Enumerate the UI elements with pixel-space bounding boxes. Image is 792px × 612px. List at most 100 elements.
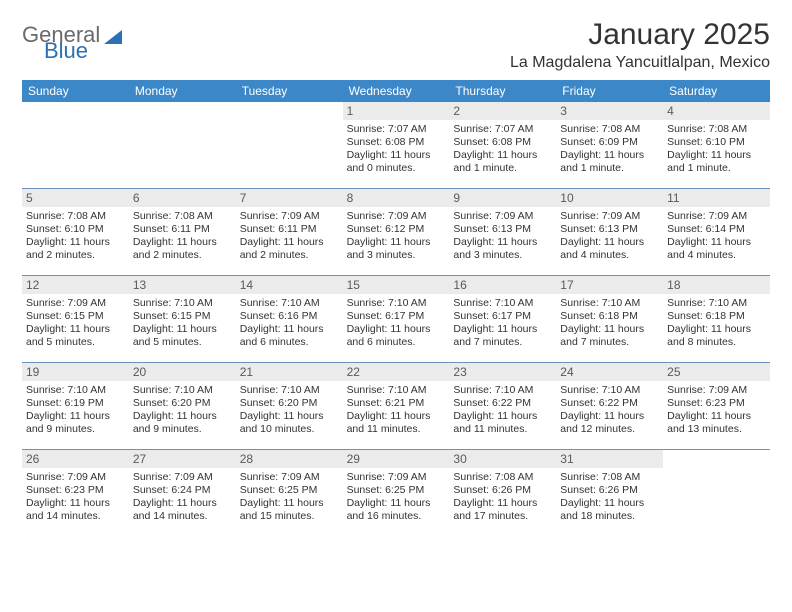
day-number: 19 (22, 363, 129, 381)
sunset-line: Sunset: 6:13 PM (453, 223, 552, 236)
day-number: 25 (663, 363, 770, 381)
day-cell-empty (663, 450, 770, 536)
day-number: 9 (449, 189, 556, 207)
day-cell: 4Sunrise: 7:08 AMSunset: 6:10 PMDaylight… (663, 102, 770, 188)
day-cell: 7 Sunrise: 7:09 AMSunset: 6:11 PMDaylight… (236, 189, 343, 275)
sunset-line: Sunset: 6:20 PM (240, 397, 339, 410)
day-cell: 2Sunrise: 7:07 AMSunset: 6:08 PMDaylight… (449, 102, 556, 188)
day-cell: 21Sunrise: 7:10 AMSunset: 6:20 PMDayligh… (236, 363, 343, 449)
day-number: 7 (236, 189, 343, 207)
sunrise-line: Sunrise: 7:10 AM (133, 297, 232, 310)
header-row: General Blue January 2025 La Magdalena Y… (22, 18, 770, 72)
sunset-line: Sunset: 6:25 PM (240, 484, 339, 497)
day-cell: 18Sunrise: 7:10 AMSunset: 6:18 PMDayligh… (663, 276, 770, 362)
day-number: 8 (343, 189, 450, 207)
sunset-line: Sunset: 6:13 PM (560, 223, 659, 236)
week-row: 12Sunrise: 7:09 AMSunset: 6:15 PMDayligh… (22, 276, 770, 363)
weekday-monday: Monday (129, 80, 236, 102)
sunrise-line: Sunrise: 7:08 AM (560, 123, 659, 136)
sunset-line: Sunset: 6:12 PM (347, 223, 446, 236)
calendar-grid: SundayMondayTuesdayWednesdayThursdayFrid… (22, 80, 770, 536)
sunrise-line: Sunrise: 7:09 AM (453, 210, 552, 223)
day-cell-empty (236, 102, 343, 188)
day-cell: 3Sunrise: 7:08 AMSunset: 6:09 PMDaylight… (556, 102, 663, 188)
day-number: 21 (236, 363, 343, 381)
sunrise-line: Sunrise: 7:09 AM (347, 471, 446, 484)
sunrise-line: Sunrise: 7:08 AM (26, 210, 125, 223)
day-number: 12 (22, 276, 129, 294)
sunrise-line: Sunrise: 7:10 AM (453, 297, 552, 310)
sunset-line: Sunset: 6:16 PM (240, 310, 339, 323)
sunrise-line: Sunrise: 7:09 AM (133, 471, 232, 484)
daylight-line: Daylight: 11 hours and 1 minute. (453, 149, 552, 175)
day-cell: 12Sunrise: 7:09 AMSunset: 6:15 PMDayligh… (22, 276, 129, 362)
daylight-line: Daylight: 11 hours and 0 minutes. (347, 149, 446, 175)
month-title: January 2025 (510, 18, 770, 52)
weekday-thursday: Thursday (449, 80, 556, 102)
daylight-line: Daylight: 11 hours and 8 minutes. (667, 323, 766, 349)
sunset-line: Sunset: 6:10 PM (667, 136, 766, 149)
daylight-line: Daylight: 11 hours and 6 minutes. (347, 323, 446, 349)
sunrise-line: Sunrise: 7:09 AM (667, 384, 766, 397)
sunset-line: Sunset: 6:15 PM (133, 310, 232, 323)
day-number: 26 (22, 450, 129, 468)
daylight-line: Daylight: 11 hours and 1 minute. (667, 149, 766, 175)
day-number: 16 (449, 276, 556, 294)
daylight-line: Daylight: 11 hours and 3 minutes. (453, 236, 552, 262)
day-number: 24 (556, 363, 663, 381)
day-cell: 25Sunrise: 7:09 AMSunset: 6:23 PMDayligh… (663, 363, 770, 449)
day-cell: 22Sunrise: 7:10 AMSunset: 6:21 PMDayligh… (343, 363, 450, 449)
sunset-line: Sunset: 6:21 PM (347, 397, 446, 410)
sunrise-line: Sunrise: 7:10 AM (240, 297, 339, 310)
daylight-line: Daylight: 11 hours and 9 minutes. (26, 410, 125, 436)
day-number: 20 (129, 363, 236, 381)
day-number: 5 (22, 189, 129, 207)
daylight-line: Daylight: 11 hours and 12 minutes. (560, 410, 659, 436)
day-number: 23 (449, 363, 556, 381)
week-row: 5Sunrise: 7:08 AMSunset: 6:10 PMDaylight… (22, 189, 770, 276)
sunset-line: Sunset: 6:18 PM (667, 310, 766, 323)
week-row: 1Sunrise: 7:07 AMSunset: 6:08 PMDaylight… (22, 102, 770, 189)
day-cell: 1Sunrise: 7:07 AMSunset: 6:08 PMDaylight… (343, 102, 450, 188)
weekday-header-row: SundayMondayTuesdayWednesdayThursdayFrid… (22, 80, 770, 102)
sunset-line: Sunset: 6:18 PM (560, 310, 659, 323)
day-cell: 23Sunrise: 7:10 AMSunset: 6:22 PMDayligh… (449, 363, 556, 449)
daylight-line: Daylight: 11 hours and 2 minutes. (240, 236, 339, 262)
day-cell: 5Sunrise: 7:08 AMSunset: 6:10 PMDaylight… (22, 189, 129, 275)
sunrise-line: Sunrise: 7:10 AM (347, 384, 446, 397)
day-cell: 13Sunrise: 7:10 AMSunset: 6:15 PMDayligh… (129, 276, 236, 362)
sunset-line: Sunset: 6:08 PM (453, 136, 552, 149)
daylight-line: Daylight: 11 hours and 10 minutes. (240, 410, 339, 436)
sunrise-line: Sunrise: 7:10 AM (133, 384, 232, 397)
sunset-line: Sunset: 6:17 PM (453, 310, 552, 323)
sunrise-line: Sunrise: 7:10 AM (347, 297, 446, 310)
daylight-line: Daylight: 11 hours and 15 minutes. (240, 497, 339, 523)
daylight-line: Daylight: 11 hours and 11 minutes. (453, 410, 552, 436)
sunrise-line: Sunrise: 7:09 AM (240, 210, 339, 223)
day-number: 6 (129, 189, 236, 207)
sunset-line: Sunset: 6:26 PM (560, 484, 659, 497)
sunrise-line: Sunrise: 7:10 AM (560, 297, 659, 310)
sunset-line: Sunset: 6:11 PM (240, 223, 339, 236)
day-cell: 26Sunrise: 7:09 AMSunset: 6:23 PMDayligh… (22, 450, 129, 536)
daylight-line: Daylight: 11 hours and 9 minutes. (133, 410, 232, 436)
day-cell: 30Sunrise: 7:08 AMSunset: 6:26 PMDayligh… (449, 450, 556, 536)
sunset-line: Sunset: 6:24 PM (133, 484, 232, 497)
daylight-line: Daylight: 11 hours and 14 minutes. (133, 497, 232, 523)
day-number: 30 (449, 450, 556, 468)
day-number: 15 (343, 276, 450, 294)
sunrise-line: Sunrise: 7:09 AM (26, 471, 125, 484)
week-row: 19Sunrise: 7:10 AMSunset: 6:19 PMDayligh… (22, 363, 770, 450)
weekday-sunday: Sunday (22, 80, 129, 102)
daylight-line: Daylight: 11 hours and 4 minutes. (560, 236, 659, 262)
weekday-tuesday: Tuesday (236, 80, 343, 102)
sunset-line: Sunset: 6:23 PM (26, 484, 125, 497)
day-cell-empty (129, 102, 236, 188)
day-cell: 6Sunrise: 7:08 AMSunset: 6:11 PMDaylight… (129, 189, 236, 275)
day-cell: 9 Sunrise: 7:09 AMSunset: 6:13 PMDaylight… (449, 189, 556, 275)
daylight-line: Daylight: 11 hours and 7 minutes. (453, 323, 552, 349)
sunrise-line: Sunrise: 7:09 AM (240, 471, 339, 484)
day-cell: 27Sunrise: 7:09 AMSunset: 6:24 PMDayligh… (129, 450, 236, 536)
sunset-line: Sunset: 6:15 PM (26, 310, 125, 323)
day-number: 22 (343, 363, 450, 381)
